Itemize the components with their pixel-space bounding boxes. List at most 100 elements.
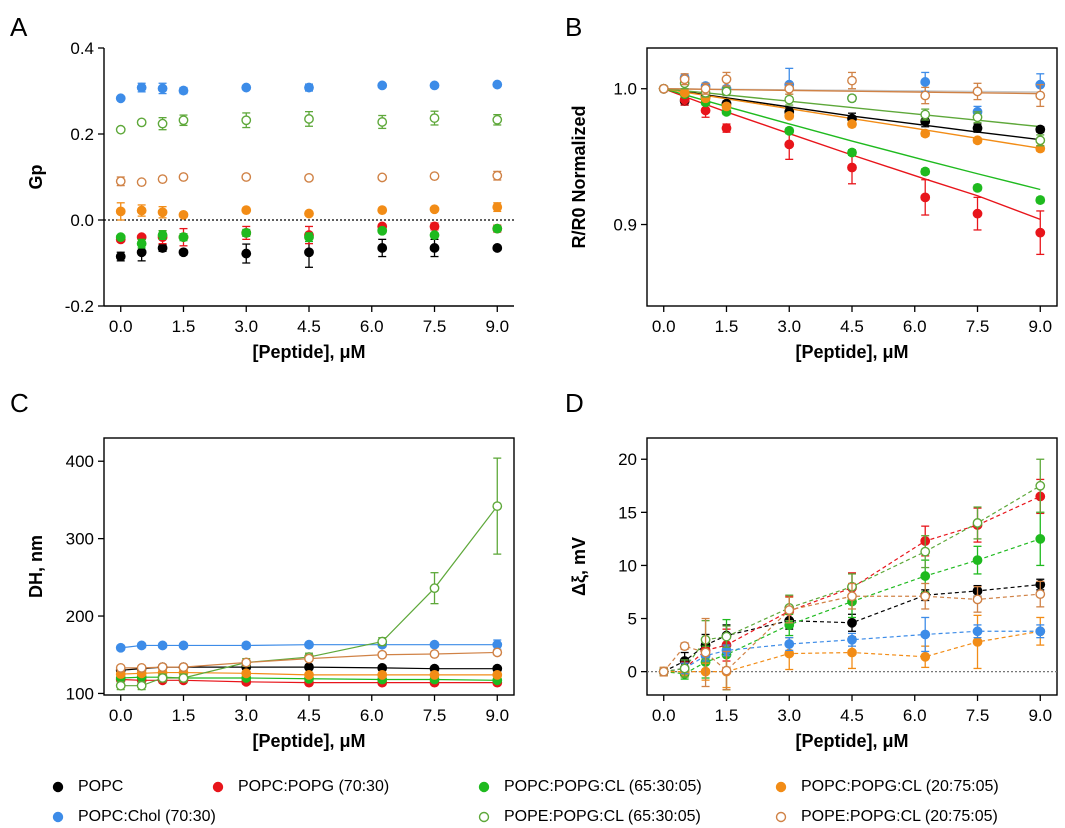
panel-a-data-point xyxy=(377,80,388,91)
panel-c-data-point xyxy=(492,647,503,658)
panel-c-x-tick-label: 0.0 xyxy=(109,706,133,725)
panel-a-data-point xyxy=(178,209,189,220)
panel-c-x-tick-label: 9.0 xyxy=(485,706,509,725)
panel-c: C 0.0 1.5 3.0 4.5 6.0 7.5 9.0 100 200 300 400 [Pepti… xyxy=(10,388,515,751)
panel-d-x-tick-label: 0.0 xyxy=(652,706,676,725)
panel-c-data-point xyxy=(136,640,147,651)
panel-b-x-tick-label: 4.5 xyxy=(840,317,864,336)
panel-d-y-tick-label: 15 xyxy=(618,503,637,522)
panel-a-x-tick-label: 1.5 xyxy=(172,317,196,336)
panel-a-data-point xyxy=(157,243,168,253)
legend-marker-dot xyxy=(478,781,490,793)
panel-c-x-tick-label: 7.5 xyxy=(423,706,447,725)
panel-d-data-point xyxy=(920,546,931,557)
panel-b-data-point xyxy=(679,74,690,85)
panel-b-data-point xyxy=(1035,195,1046,205)
panel-c-data-point xyxy=(492,501,503,512)
panel-d-data-point xyxy=(784,605,795,615)
panel-a-data-point xyxy=(115,176,126,187)
panel-a-data-point xyxy=(157,118,168,129)
legend-marker-dot xyxy=(212,781,224,793)
panel-b-data-point xyxy=(920,166,931,177)
panel-b-x-tick-label: 1.5 xyxy=(715,317,739,336)
legend-marker xyxy=(212,781,224,793)
panel-d-x-tick-label: 6.0 xyxy=(903,706,927,725)
panel-b-data-point xyxy=(847,93,857,104)
panel-b-data-point xyxy=(1035,124,1046,135)
panel-d-y-tick-label: 0 xyxy=(628,663,637,682)
panel-d-y-axis-label: Δξ, mV xyxy=(569,537,590,596)
panel-c-y-axis-label: DH, nm xyxy=(26,535,46,598)
panel-a-x-tick-label: 0.0 xyxy=(109,317,133,336)
legend-label: POPC:POPG (70:30) xyxy=(238,778,390,795)
panel-a-data-point xyxy=(178,85,189,96)
legend-label: POPC:POPG:CL (65:30:05) xyxy=(504,778,702,795)
panel-b-x-tick-label: 3.0 xyxy=(777,317,801,336)
panel-d-data-point xyxy=(847,591,857,602)
panel-c-x-axis-label: [Peptide], μM xyxy=(252,731,365,751)
legend-marker-dot xyxy=(775,781,787,793)
panel-b-y-axis-label: R/R0 Normalized xyxy=(569,105,589,248)
panel-a-data-point xyxy=(178,232,189,243)
panel-b-data-point xyxy=(847,119,857,129)
panel-b-x-tick-label: 0.0 xyxy=(652,317,676,336)
panel-c-data-point xyxy=(136,680,147,691)
panel-c-y-tick-label: 400 xyxy=(66,452,94,471)
panel-a-data-point xyxy=(115,124,126,135)
panel-c-data-point xyxy=(136,663,147,673)
panel-b-data-point xyxy=(847,75,857,86)
legend-marker-dot xyxy=(478,811,490,823)
panel-c-data-point xyxy=(241,640,252,651)
panel-d-data-point xyxy=(679,663,690,674)
panel-d-data-point xyxy=(972,555,983,566)
panel-c-data-point xyxy=(304,669,314,680)
panel-b-data-point xyxy=(721,123,732,134)
panel-a-y-axis-label: Gp xyxy=(26,164,46,189)
legend-item: POPE:POPG:CL (65:30:05) xyxy=(478,808,701,826)
panel-d-data-point xyxy=(658,666,669,677)
panel-a-y-tick-label: 0.0 xyxy=(70,211,94,230)
panel-a-data-point xyxy=(492,170,503,181)
panel-b-data-point xyxy=(700,105,711,116)
legend-marker xyxy=(775,811,787,823)
panel-b-data-point xyxy=(1035,227,1046,238)
panel-d-data-point xyxy=(1035,589,1046,600)
panel-a-data-point xyxy=(429,80,440,91)
panel-b-data-point xyxy=(784,110,795,121)
panel-a-y-tick-label: 0.2 xyxy=(70,125,94,144)
panel-a-data-point xyxy=(115,232,126,243)
panel-d-x-tick-label: 4.5 xyxy=(840,706,864,725)
panel-d-data-point xyxy=(920,571,931,581)
panel-c-data-point xyxy=(492,669,503,680)
panel-b-data-point xyxy=(784,83,795,94)
panel-c-data-point xyxy=(157,662,168,673)
figure: A 0.0 1.5 3.0 4.5 6.0 7.5 9.0 -0.2 0.0 0.2 0.4 [Pept… xyxy=(10,12,1058,751)
legend-marker xyxy=(52,811,64,823)
panel-a-data-point xyxy=(429,221,440,232)
legend-item: POPC xyxy=(52,778,123,796)
panel-b-data-point xyxy=(847,162,857,173)
panel-a-data-point xyxy=(241,227,252,238)
panel-d-data-point xyxy=(920,651,931,662)
panel-c-data-point xyxy=(377,636,388,647)
panel-c-data-point xyxy=(429,639,440,650)
panel-b-data-point xyxy=(784,139,795,150)
panel-a-data-point xyxy=(492,202,503,213)
panel-d-data-point xyxy=(920,591,931,602)
legend-marker-dot xyxy=(52,781,64,793)
panel-b-data-point xyxy=(658,83,669,94)
panel-a-data-point xyxy=(304,172,314,183)
panel-d-x-tick-label: 1.5 xyxy=(715,706,739,725)
panel-b-data-point xyxy=(847,147,857,158)
panel-a-data-point xyxy=(136,205,147,216)
panel-a-x-axis-label: [Peptide], μM xyxy=(252,342,365,362)
panel-a-data-point xyxy=(136,247,147,258)
panel-c-data-point xyxy=(115,680,126,691)
panel-c-data-point xyxy=(115,642,126,653)
panel-d-data-point xyxy=(847,634,857,645)
panel-a-y-tick-label: -0.2 xyxy=(65,297,94,316)
panel-a-x-tick-label: 6.0 xyxy=(360,317,384,336)
legend: POPC POPC:POPG (70:30) POPC:POPG:CL (65:30… xyxy=(0,770,1065,828)
panel-d-data-point xyxy=(700,647,711,658)
panel-a-data-point xyxy=(157,83,168,94)
